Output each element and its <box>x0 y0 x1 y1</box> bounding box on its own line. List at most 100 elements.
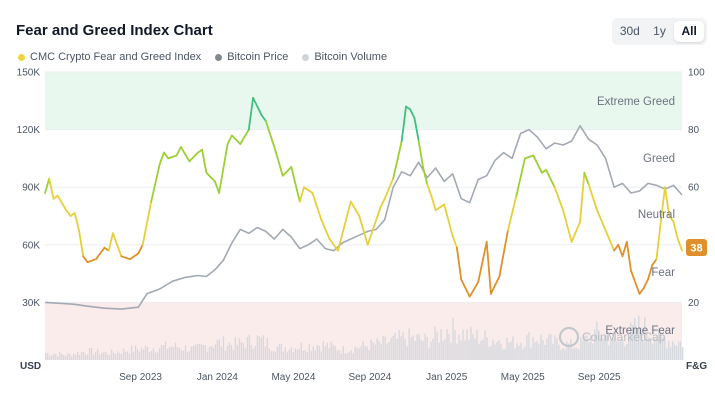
volume-bar <box>608 345 610 360</box>
fear-greed-segment <box>664 186 671 217</box>
volume-bar <box>596 321 598 360</box>
volume-bar <box>62 354 65 360</box>
volume-bar <box>612 333 614 360</box>
volume-bar <box>466 329 468 360</box>
volume-bar <box>532 337 534 360</box>
volume-bar <box>240 341 243 360</box>
volume-bar <box>630 322 632 360</box>
fear-greed-segment <box>617 243 624 258</box>
watermark-text: CoinMarketCap <box>582 330 666 344</box>
volume-bar <box>472 334 474 360</box>
volume-bar <box>672 341 674 360</box>
volume-bar <box>118 352 121 360</box>
volume-bar <box>290 347 293 360</box>
volume-bar <box>68 353 71 360</box>
volume-bar <box>528 331 530 360</box>
volume-bar <box>210 346 213 360</box>
fear-greed-segment <box>668 215 675 223</box>
current-value-badge-text: 38 <box>690 243 702 255</box>
volume-bar <box>446 329 448 360</box>
volume-bar <box>450 342 452 360</box>
volume-bar <box>448 334 450 360</box>
volume-bar <box>146 346 149 360</box>
volume-bar <box>566 341 568 360</box>
volume-bar <box>676 345 678 360</box>
volume-bar <box>198 343 201 360</box>
volume-bar <box>206 351 209 360</box>
volume-bar <box>48 355 51 360</box>
volume-bar <box>124 351 127 360</box>
volume-bar <box>142 349 145 360</box>
fear-greed-segment <box>226 134 233 145</box>
left-axis-tick-label: 30K <box>22 298 40 309</box>
volume-bar <box>148 352 151 360</box>
volume-bar <box>336 350 338 360</box>
fear-greed-segment <box>188 151 199 163</box>
volume-bar <box>292 351 295 360</box>
volume-bar <box>552 344 554 360</box>
volume-bar <box>218 339 221 360</box>
volume-bar <box>388 341 390 360</box>
coinmarketcap-logo-icon <box>558 326 580 348</box>
range-all-button[interactable]: All <box>674 21 705 42</box>
volume-bar <box>45 353 47 360</box>
volume-bar <box>242 343 245 360</box>
zone-label-4: Extreme Fear <box>605 325 675 337</box>
volume-bar <box>614 336 616 360</box>
fear-greed-segment <box>358 215 369 246</box>
volume-bar <box>522 348 524 360</box>
volume-bar <box>264 346 267 360</box>
fear-greed-segment <box>642 278 649 289</box>
legend-item-bitcoin-volume[interactable]: Bitcoin Volume <box>302 51 387 63</box>
volume-bar <box>644 317 646 360</box>
volume-bar <box>452 317 454 360</box>
range-30d-button[interactable]: 30d <box>619 24 640 38</box>
volume-bar <box>574 347 576 360</box>
fear-greed-segment <box>426 183 433 197</box>
fear-greed-segment <box>392 140 403 180</box>
volume-bar <box>440 329 442 360</box>
volume-bar <box>476 329 478 360</box>
volume-bar <box>270 351 273 360</box>
legend-item-bitcoin-price[interactable]: Bitcoin Price <box>215 51 288 63</box>
volume-bar <box>442 340 444 360</box>
volume-bar <box>82 352 85 360</box>
range-1y-button[interactable]: 1y <box>653 24 666 38</box>
volume-bar <box>636 329 638 360</box>
grid-layer <box>45 71 682 303</box>
volume-bar <box>276 346 279 360</box>
fear-greed-segment <box>218 143 229 194</box>
volume-bar <box>47 352 49 360</box>
volume-bar <box>402 331 404 360</box>
fear-greed-segment <box>78 229 85 258</box>
fear-greed-segment <box>596 209 607 232</box>
volume-bar <box>678 341 680 360</box>
fear-greed-segment <box>328 238 339 252</box>
fear-greed-segment <box>44 177 51 194</box>
volume-bar <box>98 354 101 360</box>
volume-bar <box>294 348 297 360</box>
legend-item-fear-greed[interactable]: CMC Crypto Fear and Greed Index <box>18 51 201 63</box>
volume-bar <box>580 336 582 360</box>
volume-bar <box>112 352 115 360</box>
volume-bar <box>106 354 109 360</box>
volume-bar <box>56 356 59 360</box>
volume-bar <box>586 335 588 360</box>
volume-bar <box>520 342 522 360</box>
fear-greed-segment <box>298 186 305 203</box>
volume-bar <box>202 344 205 360</box>
volume-bar <box>628 337 630 360</box>
price-layer <box>44 125 683 310</box>
volume-bar <box>496 341 498 360</box>
volume-bar <box>320 351 322 360</box>
volume-bar <box>86 354 89 360</box>
axes-layer: 30K60K90K120K150K20406080100Sep 2023Jan … <box>17 68 708 384</box>
volume-bar <box>324 345 326 360</box>
volume-bar <box>152 348 155 360</box>
volume-bar <box>138 351 141 360</box>
volume-bar <box>258 336 261 360</box>
volume-bar <box>108 355 111 360</box>
volume-bar <box>340 353 342 360</box>
volume-bar <box>564 349 566 360</box>
